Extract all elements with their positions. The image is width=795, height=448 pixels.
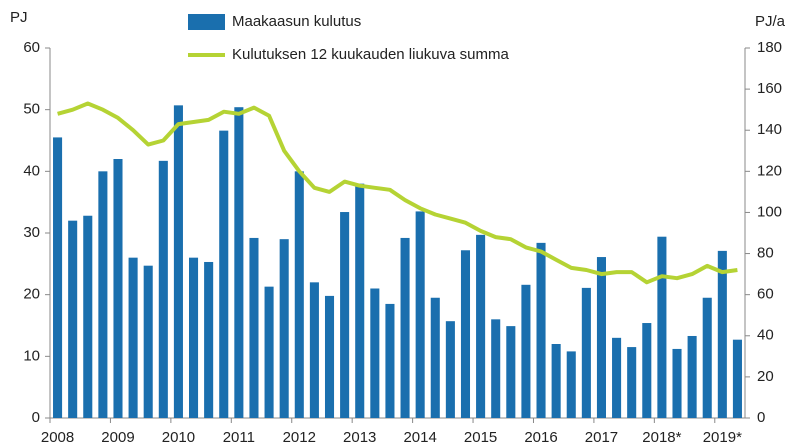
y-tick-label: 60 [23,39,40,56]
bar [309,282,319,418]
y2-tick-label: 180 [757,39,782,56]
bar [370,288,380,418]
y-tick-label: 0 [32,409,40,426]
bar [717,250,727,418]
bar [702,297,712,418]
x-tick-label: 2016 [524,429,557,446]
bar [234,107,244,418]
bar [324,295,335,418]
bar [98,171,108,418]
bar [491,319,501,418]
bar [385,303,395,418]
bar [400,237,410,418]
bar [143,265,153,418]
bar [355,183,365,418]
bar [612,337,622,418]
bar [415,211,425,418]
y-tick-label: 40 [23,162,40,179]
x-tick-label: 2019* [703,429,742,446]
bar [158,160,168,418]
bar [521,284,531,418]
bar [128,257,138,418]
bar [53,137,63,418]
bar [657,236,667,418]
x-tick-label: 2014 [403,429,436,446]
bar [460,250,471,418]
y-tick-label: 30 [23,224,40,241]
bar [672,348,682,418]
bar [264,286,274,418]
y2-tick-label: 80 [757,245,774,262]
bar [642,323,652,418]
legend-swatch [188,14,225,30]
x-tick-label: 2012 [283,429,316,446]
bar [68,220,78,418]
bar [189,257,199,418]
legend-label: Kulutuksen 12 kuukauden liukuva summa [232,46,509,63]
x-tick-label: 2017 [585,429,618,446]
bar [536,242,546,418]
bar [430,297,440,418]
bar [340,212,350,418]
bar [476,234,486,418]
bar [506,326,516,418]
bar [204,261,214,418]
y-tick-label: 20 [23,286,40,303]
y2-tick-label: 120 [757,162,782,179]
bar [445,321,455,418]
y-tick-label: 50 [23,101,40,118]
x-tick-label: 2009 [101,429,134,446]
x-tick-label: 2010 [162,429,195,446]
x-tick-label: 2018* [642,429,681,446]
y2-tick-label: 60 [757,286,774,303]
bar [113,159,123,418]
bar [173,105,183,418]
line [57,101,738,285]
legend-label: Maakaasun kulutus [232,13,361,30]
y2-tick-label: 160 [757,80,782,97]
y2-tick-label: 40 [757,327,774,344]
y-tick-label: 10 [23,347,40,364]
bar [249,237,259,418]
bar [581,287,591,418]
bar [294,171,304,418]
bar [566,351,576,418]
x-tick-label: 2008 [41,429,74,446]
x-tick-label: 2011 [223,429,255,446]
bar [279,239,289,418]
y2-tick-label: 20 [757,368,774,385]
bar [551,344,561,418]
bar [732,339,742,418]
y2-tick-label: 140 [757,121,782,138]
y2-tick-label: 100 [757,203,782,220]
y-axis-label: PJ [10,9,28,26]
bar [596,257,606,418]
bar [219,130,229,418]
x-tick-label: 2015 [464,429,497,446]
x-tick-label: 2013 [343,429,376,446]
bar [687,335,697,418]
y2-tick-label: 0 [757,409,765,426]
bar [627,347,637,418]
y2-axis-label: PJ/a [755,13,786,30]
bar [83,215,93,418]
